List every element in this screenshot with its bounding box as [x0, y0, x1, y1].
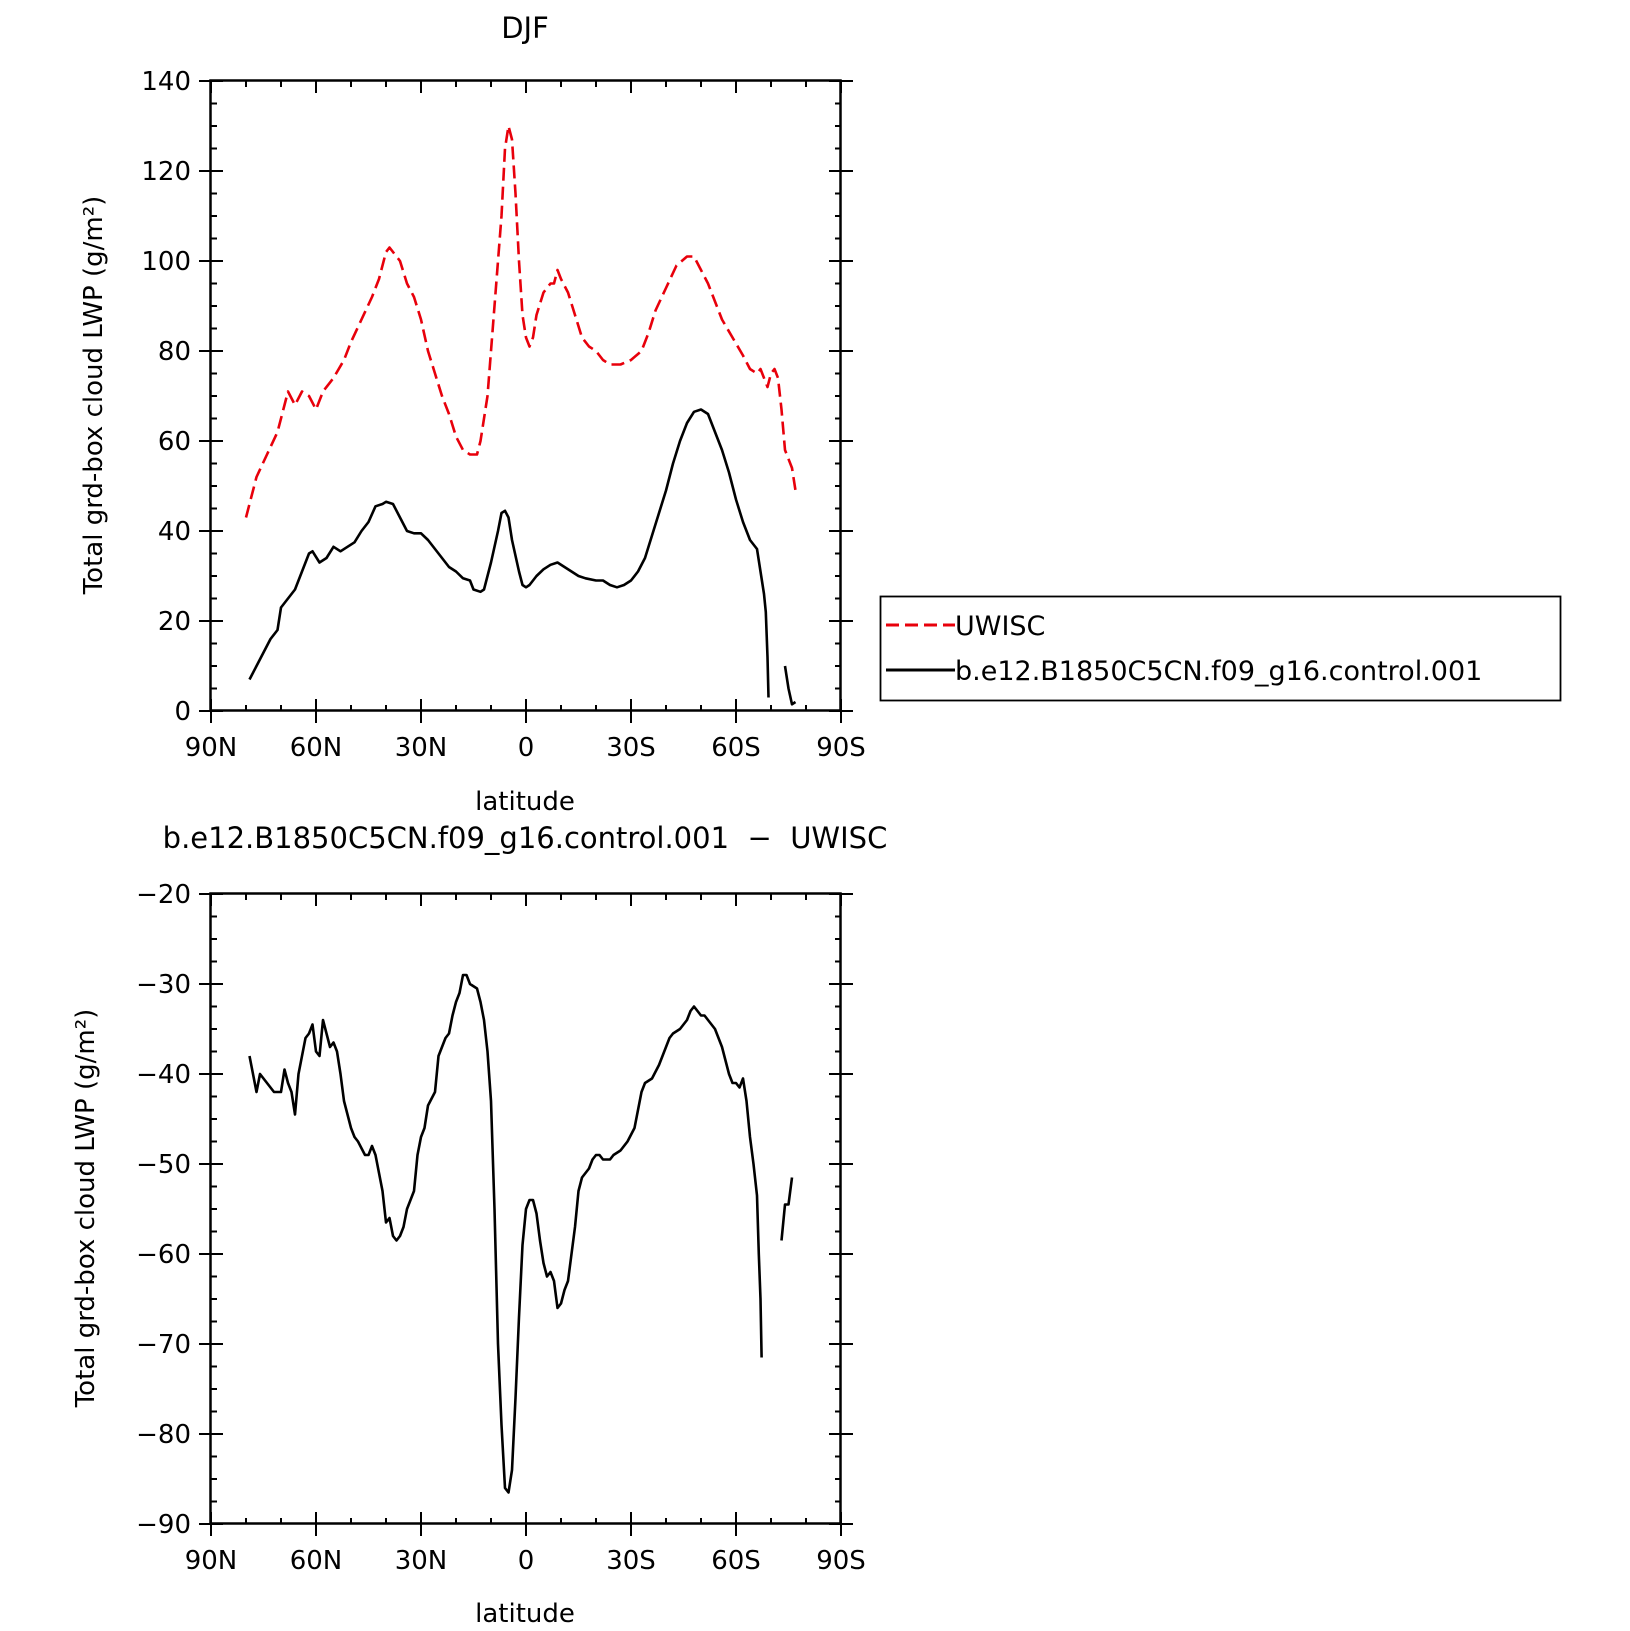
bottom-series-lines — [248, 973, 794, 1494]
y-tick-label: 140 — [141, 67, 191, 97]
x-tick-label: 0 — [518, 733, 535, 763]
bottom-y-axis-label: Total grd-box cloud LWP (g/m²) — [71, 1009, 101, 1409]
top-x-axis-label: latitude — [475, 787, 575, 817]
top-plot-frame — [209, 79, 842, 712]
x-tick-label: 90S — [816, 733, 866, 763]
x-tick-label: 30N — [395, 1546, 448, 1576]
y-tick-label: −70 — [136, 1330, 191, 1360]
y-tick-label: −40 — [136, 1060, 191, 1090]
x-tick-label: 90S — [816, 1546, 866, 1576]
y-tick-label: −60 — [136, 1240, 191, 1270]
x-tick-label: 60S — [711, 1546, 761, 1576]
top-series-lines — [244, 124, 797, 706]
y-tick-label: 60 — [158, 427, 191, 457]
y-tick-label: −30 — [136, 970, 191, 1000]
y-tick-label: 120 — [141, 157, 191, 187]
y-tick-label: 40 — [158, 517, 191, 547]
series-line-0-segment-0 — [248, 973, 763, 1494]
y-tick-label: −80 — [136, 1420, 191, 1450]
y-tick-label: 100 — [141, 247, 191, 277]
y-tick-label: 20 — [158, 607, 191, 637]
top-chart-title: DJF — [501, 11, 549, 45]
y-tick-label: 80 — [158, 337, 191, 367]
x-tick-label: 60N — [290, 733, 343, 763]
y-tick-label: −50 — [136, 1150, 191, 1180]
y-tick-label: −20 — [136, 880, 191, 910]
y-tick-label: 0 — [174, 697, 191, 727]
top-panel: DJF 90N 60N 30N 0 30S 60S 90S 0 20 40 60 80 100 120 1… — [79, 11, 1562, 817]
legend: UWISC b.e12.B1850C5CN.f09_g16.control.00… — [879, 595, 1562, 702]
bottom-x-tick-labels: 90N 60N 30N 0 30S 60S 90S — [185, 1546, 866, 1576]
x-tick-label: 30S — [606, 1546, 656, 1576]
bottom-y-tick-labels: −90 −80 −70 −60 −50 −40 −30 −20 — [136, 880, 191, 1540]
series-line-1-segment-0 — [248, 408, 770, 698]
top-x-tick-labels: 90N 60N 30N 0 30S 60S 90S — [185, 733, 866, 763]
legend-label-uwisc: UWISC — [955, 611, 1045, 642]
legend-frame — [879, 595, 1562, 702]
top-y-tick-labels: 0 20 40 60 80 100 120 140 — [141, 67, 191, 727]
y-tick-label: −90 — [136, 1510, 191, 1540]
x-tick-label: 90N — [185, 733, 238, 763]
x-tick-label: 0 — [518, 1546, 535, 1576]
top-axis-ticks — [199, 80, 853, 723]
legend-label-model: b.e12.B1850C5CN.f09_g16.control.001 — [955, 656, 1482, 687]
series-line-0-segment-0 — [244, 124, 797, 518]
x-tick-label: 90N — [185, 1546, 238, 1576]
series-line-0-segment-1 — [780, 1177, 794, 1241]
bottom-panel: b.e12.B1850C5CN.f09_g16.control.001 − UW… — [71, 821, 887, 1629]
x-tick-label: 60S — [711, 733, 761, 763]
x-tick-label: 30S — [606, 733, 656, 763]
bottom-chart-title: b.e12.B1850C5CN.f09_g16.control.001 − UW… — [163, 821, 888, 855]
series-line-1-segment-1 — [783, 665, 797, 706]
bottom-axis-ticks — [199, 893, 853, 1536]
x-tick-label: 60N — [290, 1546, 343, 1576]
x-tick-label: 30N — [395, 733, 448, 763]
top-y-axis-label: Total grd-box cloud LWP (g/m²) — [79, 196, 109, 596]
bottom-x-axis-label: latitude — [475, 1599, 575, 1629]
